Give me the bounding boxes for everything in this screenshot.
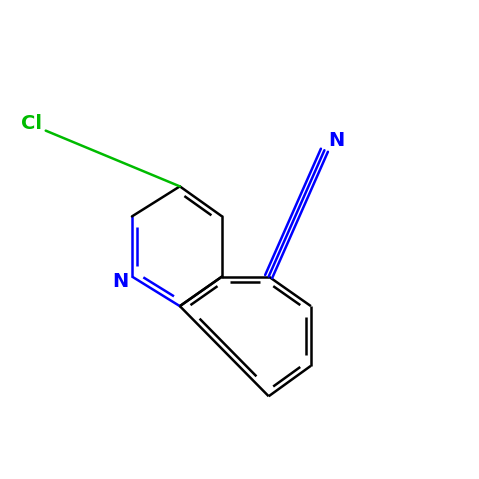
Text: N: N (328, 131, 344, 150)
Text: N: N (112, 272, 128, 291)
Text: Cl: Cl (21, 114, 42, 133)
